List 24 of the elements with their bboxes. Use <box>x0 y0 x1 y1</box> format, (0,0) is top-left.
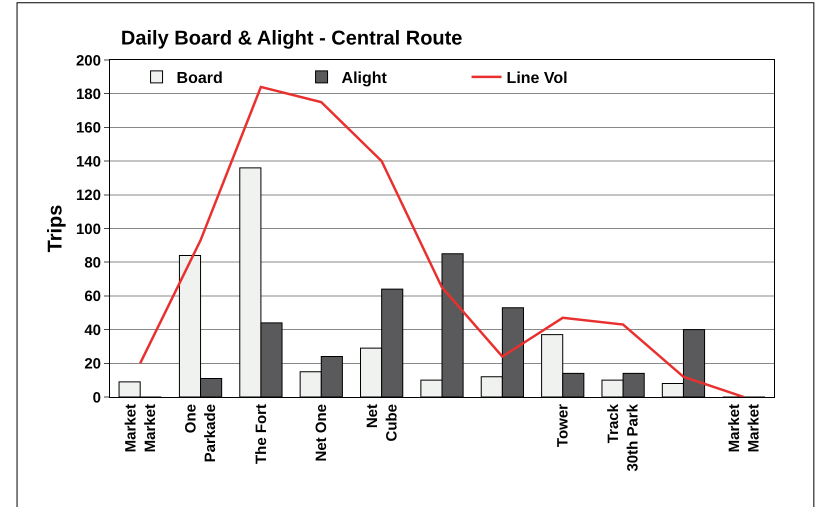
y-tick-label: 0 <box>92 389 101 406</box>
legend-label: Line Vol <box>506 70 568 88</box>
y-tick-label: 120 <box>76 187 101 204</box>
legend-label: Board <box>176 70 223 88</box>
x-tick-label: The Fort <box>252 404 270 464</box>
x-tick-label: Net Cube <box>364 404 400 442</box>
y-tick-label: 60 <box>84 288 101 306</box>
y-tick-label: 180 <box>76 86 101 103</box>
y-tick-label: 140 <box>76 153 101 170</box>
y-tick-label: 80 <box>84 254 101 272</box>
x-tick-label: Tower <box>554 404 572 448</box>
chart-title: Daily Board & Alight - Central Route <box>120 27 462 50</box>
y-tick-label: 200 <box>76 52 101 70</box>
legend-label: Alight <box>342 70 388 88</box>
y-tick-label: 100 <box>76 220 101 238</box>
x-tick-label: Track 30th Park <box>605 403 642 472</box>
y-tick-label: 40 <box>84 322 101 339</box>
x-tick-label: One Parkade <box>182 404 220 462</box>
y-axis-title: Trips <box>44 204 66 252</box>
y-tick-label: 160 <box>76 120 101 137</box>
x-tick-label: Market Market <box>122 404 159 452</box>
y-tick-label: 20 <box>84 356 101 373</box>
x-tick-label: Net One <box>313 404 330 462</box>
x-tick-label: Market Market <box>726 404 762 452</box>
